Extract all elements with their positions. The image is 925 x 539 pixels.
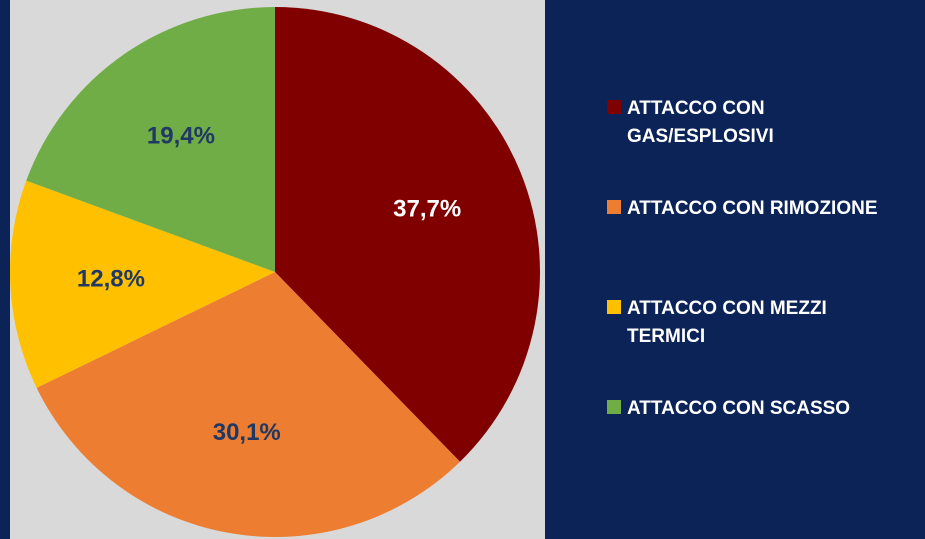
- pie-slice: [36, 272, 461, 537]
- legend-item: ATTACCO CON RIMOZIONE: [607, 195, 907, 295]
- pie-slice: [9, 180, 276, 388]
- legend-label: ATTACCO CON SCASSO: [627, 398, 851, 419]
- data-label: 12,8%: [77, 266, 145, 293]
- data-label: 30,1%: [213, 419, 281, 446]
- legend-label: ATTACCO CON RIMOZIONE: [627, 198, 878, 219]
- pie-slice: [275, 7, 540, 462]
- legend-item: ATTACCO CON SCASSO: [607, 395, 907, 495]
- legend-swatch: [607, 300, 621, 314]
- legend-swatch: [607, 400, 621, 414]
- legend-swatch: [607, 200, 621, 214]
- legend-item: ATTACCO CON GAS/ESPLOSIVI: [607, 95, 907, 195]
- data-label: 19,4%: [147, 123, 215, 150]
- legend: ATTACCO CON GAS/ESPLOSIVI ATTACCO CON RIM…: [607, 95, 907, 495]
- legend-item: ATTACCO CON MEZZI TERMICI: [607, 295, 907, 395]
- legend-label: ATTACCO CON MEZZI TERMICI: [627, 298, 827, 347]
- data-label: 37,7%: [393, 195, 461, 222]
- legend-label: ATTACCO CON GAS/ESPLOSIVI: [627, 98, 774, 147]
- pie-slice: [26, 7, 275, 272]
- legend-swatch: [607, 100, 621, 114]
